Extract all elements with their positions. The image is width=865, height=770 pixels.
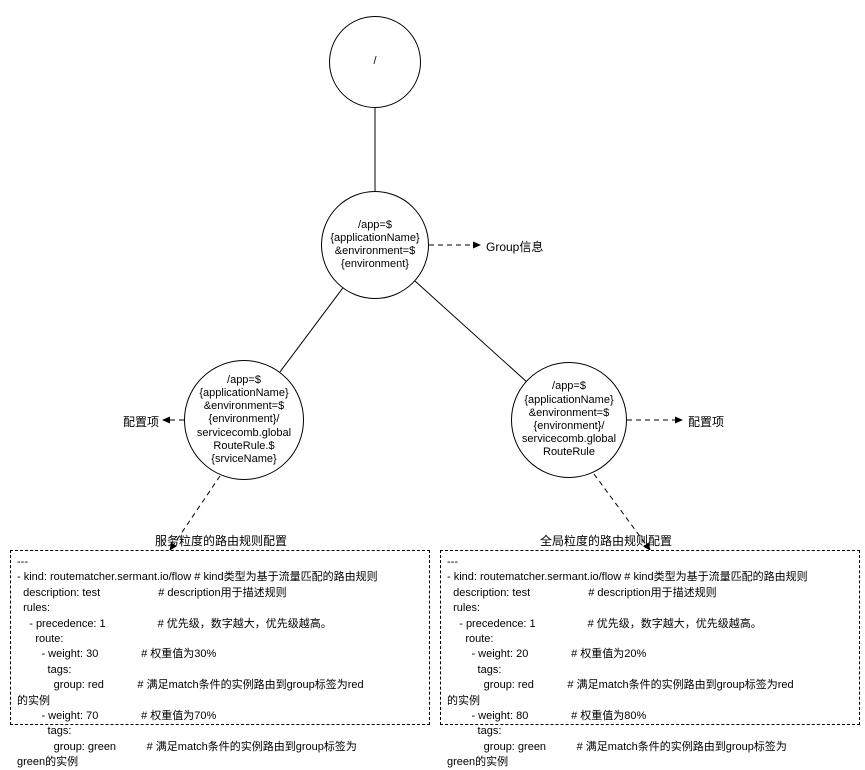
code-block-global: --- - kind: routematcher.sermant.io/flow… (440, 550, 860, 725)
label-global-rule: 全局粒度的路由规则配置 (540, 532, 672, 549)
label-config-left: 配置项 (123, 413, 159, 430)
tree-node-global-rule: /app=$ {applicationName} &environment=$ … (511, 362, 627, 478)
label-group-info: Group信息 (486, 238, 543, 255)
tree-node-group: /app=$ {applicationName} &environment=$ … (321, 191, 429, 299)
code-block-service: --- - kind: routematcher.sermant.io/flow… (10, 550, 430, 725)
node-label: /app=$ {applicationName} &environment=$ … (185, 374, 303, 466)
node-label: / (373, 55, 376, 68)
tree-node-service-rule: /app=$ {applicationName} &environment=$ … (184, 360, 304, 480)
node-label: /app=$ {applicationName} &environment=$ … (322, 219, 428, 272)
label-service-rule: 服务粒度的路由规则配置 (155, 532, 287, 549)
node-label: /app=$ {applicationName} &environment=$ … (512, 380, 626, 459)
label-config-right: 配置项 (688, 413, 724, 430)
tree-node-root: / (329, 16, 421, 108)
